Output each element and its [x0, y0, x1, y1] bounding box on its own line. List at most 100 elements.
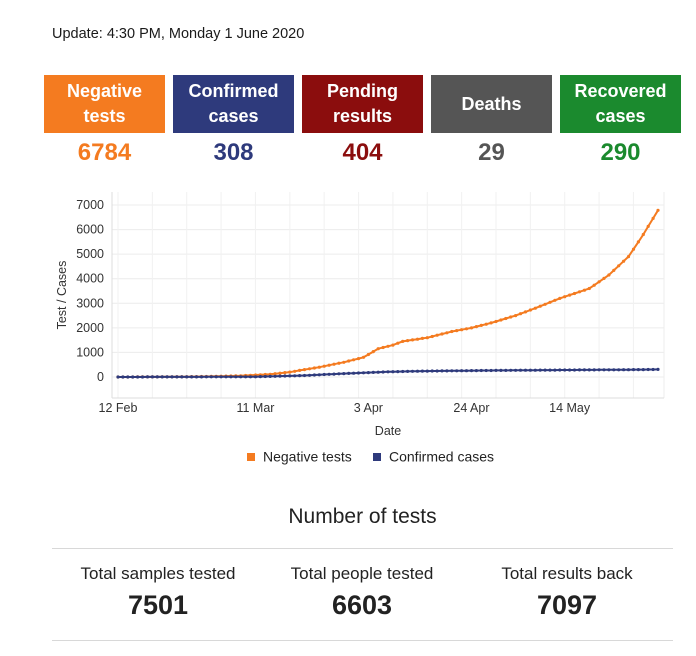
y-axis-title: Test / Cases [55, 261, 69, 330]
stat-label: Deaths [461, 93, 522, 114]
x-tick-label: 14 May [549, 401, 591, 415]
data-point [406, 369, 410, 373]
data-point [342, 360, 346, 364]
data-point [410, 369, 415, 373]
data-point [317, 365, 321, 369]
data-point [641, 368, 645, 372]
data-point [450, 329, 454, 334]
data-point [160, 375, 164, 379]
x-axis-title: Date [375, 424, 401, 438]
data-point [327, 363, 331, 367]
data-point [293, 374, 297, 378]
data-point [474, 325, 478, 329]
data-point [597, 280, 601, 284]
data-point [190, 375, 194, 379]
data-point [548, 368, 552, 372]
data-point [523, 310, 528, 314]
data-point [131, 375, 135, 379]
data-point [626, 255, 631, 259]
data-point [514, 314, 518, 318]
y-tick-label: 6000 [76, 223, 104, 237]
data-point [410, 338, 415, 342]
data-point [504, 316, 508, 321]
total-results-label: Total results back [501, 564, 633, 583]
stat-card-deaths: Deaths [431, 75, 552, 133]
data-point [617, 264, 621, 268]
data-point [322, 364, 326, 368]
tests-section-title: Number of tests [288, 505, 437, 528]
data-point [361, 355, 366, 359]
data-point [631, 247, 636, 251]
data-point [514, 368, 518, 372]
data-point [288, 374, 292, 378]
data-point [636, 240, 641, 244]
data-point [273, 372, 277, 376]
data-point [352, 358, 356, 362]
data-point [651, 367, 655, 372]
data-point [302, 373, 307, 378]
y-tick-label: 0 [97, 370, 104, 384]
stat-value-recovered-cases: 290 [600, 139, 641, 166]
data-point [617, 368, 621, 372]
data-point [528, 368, 533, 372]
x-tick-label: 3 Apr [354, 401, 383, 415]
data-point [607, 368, 611, 372]
data-point [460, 328, 464, 332]
data-point [312, 366, 316, 370]
stat-card-confirmed-cases: Confirmed cases [173, 75, 294, 133]
data-point [391, 370, 395, 374]
line-chart: 0 1000 2000 3000 4000 5000 6000 7000 12 Feb 11 Ma… [55, 192, 665, 465]
data-point [175, 375, 179, 379]
data-point [499, 368, 503, 372]
data-point [381, 345, 385, 350]
data-point [464, 327, 469, 331]
data-point [631, 368, 636, 372]
data-point [248, 375, 253, 379]
data-point [425, 369, 429, 373]
data-point [543, 368, 547, 372]
data-point [587, 286, 591, 291]
data-point [268, 374, 272, 378]
data-point [572, 368, 577, 372]
data-point [484, 368, 488, 373]
data-point [165, 375, 169, 379]
data-point [646, 224, 650, 228]
data-point [469, 369, 474, 373]
data-point [582, 288, 587, 292]
data-point [518, 312, 523, 316]
data-point [337, 372, 341, 376]
data-point [307, 367, 312, 371]
data-point [199, 375, 204, 379]
data-point [234, 375, 238, 379]
y-tick-label: 1000 [76, 345, 104, 359]
data-point [121, 375, 125, 379]
stat-label: Negative tests [66, 81, 143, 126]
data-point [396, 341, 400, 345]
divider [52, 640, 673, 641]
data-point [533, 306, 537, 310]
data-point [185, 375, 189, 379]
data-point [150, 375, 154, 379]
data-point [140, 375, 145, 379]
data-point [136, 375, 140, 379]
data-point [577, 290, 582, 294]
data-point [494, 319, 498, 324]
data-point [626, 368, 631, 372]
stat-value-negative-tests: 6784 [77, 139, 132, 166]
divider [52, 548, 673, 549]
stat-value-pending-results: 404 [342, 139, 383, 166]
data-point [656, 208, 660, 212]
stat-card-negative-tests: Negative tests [44, 75, 165, 133]
data-point [332, 372, 336, 376]
data-point [509, 368, 513, 372]
data-point [347, 359, 351, 363]
data-point [509, 315, 513, 319]
data-point [572, 291, 577, 296]
data-point [278, 374, 282, 378]
stat-value-deaths: 29 [478, 139, 505, 166]
y-tick-label: 4000 [76, 272, 104, 286]
data-point [430, 334, 434, 339]
data-point [455, 369, 459, 373]
data-point [258, 375, 262, 379]
data-point [474, 369, 478, 373]
